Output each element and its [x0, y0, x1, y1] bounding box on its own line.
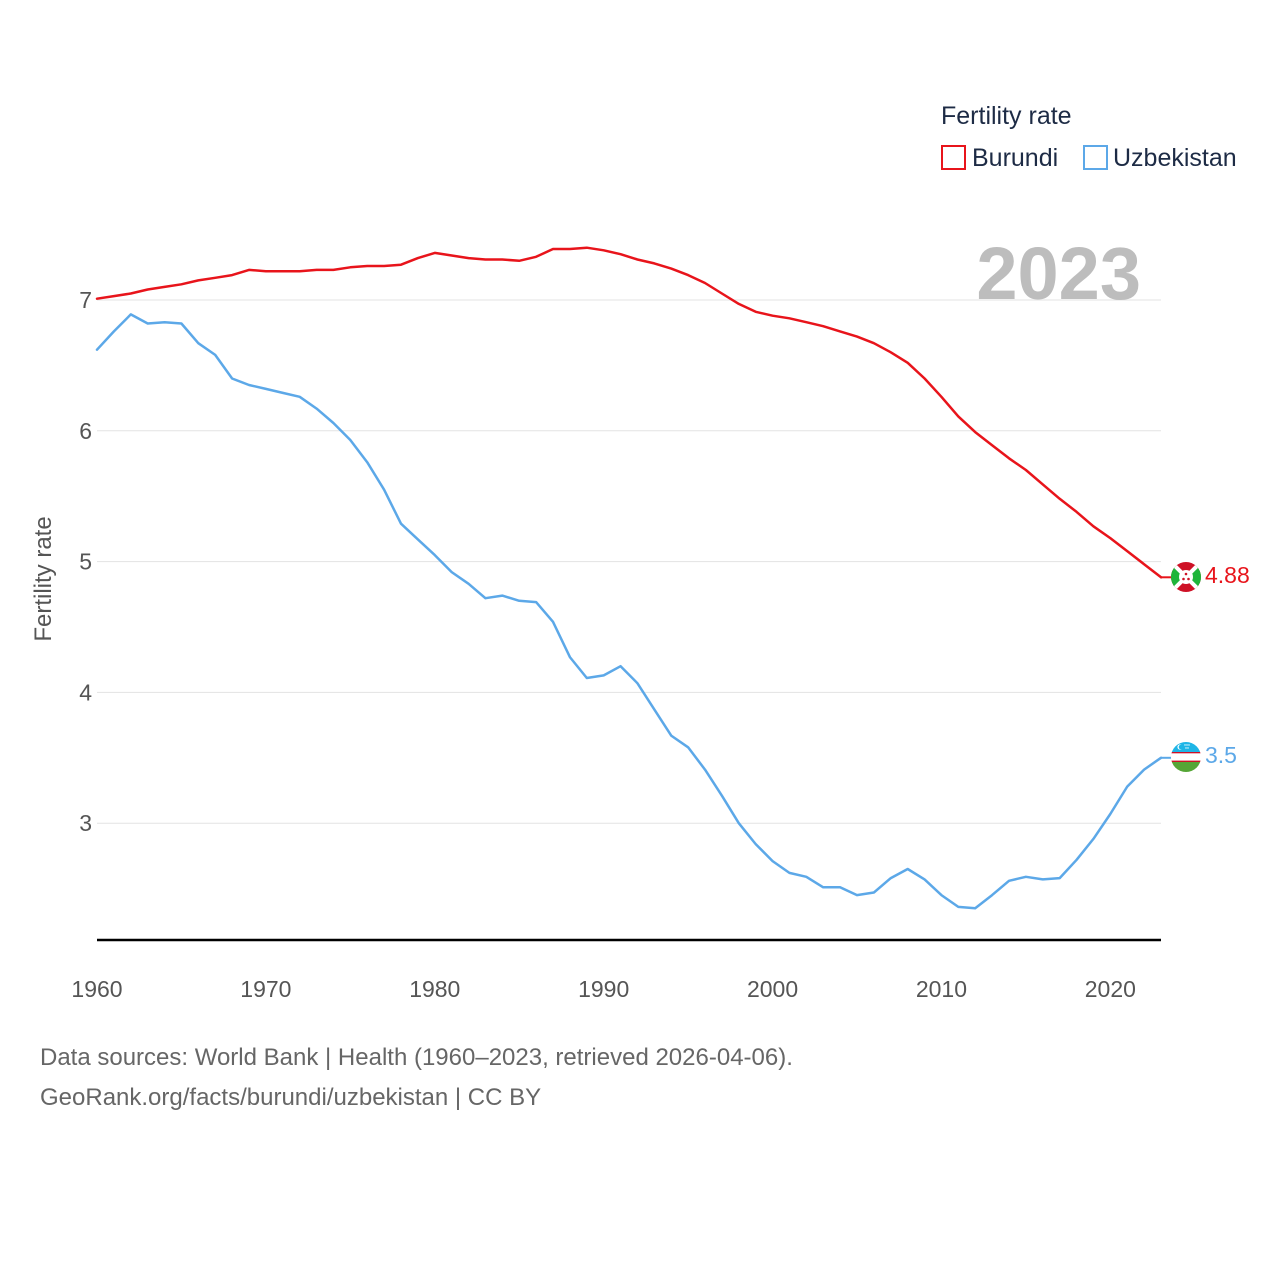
series-line-uzbekistan[interactable]: [95, 313, 1163, 910]
current-year-label: 2023: [976, 232, 1141, 315]
y-tick-label-4: 4: [79, 679, 92, 705]
y-tick-label-6: 6: [79, 418, 92, 444]
x-axis-ticks: 1960 1970 1980 1990 2000 2010 2020: [71, 976, 1136, 1002]
footer-sources: Data sources: World Bank | Health (1960–…: [40, 1044, 793, 1071]
end-value-label-uzbekistan: 3.5: [1205, 742, 1237, 768]
x-tick-label-1970: 1970: [240, 976, 291, 1002]
y-tick-label-7: 7: [79, 287, 92, 313]
legend-label-uzbekistan[interactable]: Uzbekistan: [1113, 144, 1237, 172]
y-axis-ticks: 3 4 5 6 7: [79, 287, 92, 836]
x-tick-label-1960: 1960: [71, 976, 122, 1002]
x-tick-label-1990: 1990: [578, 976, 629, 1002]
y-axis-title: Fertility rate: [30, 516, 57, 641]
x-tick-label-2000: 2000: [747, 976, 798, 1002]
x-tick-label-1980: 1980: [409, 976, 460, 1002]
gridlines: [97, 299, 1161, 824]
y-tick-label-5: 5: [79, 549, 92, 575]
series-line-burundi[interactable]: [95, 246, 1163, 579]
x-tick-label-2010: 2010: [916, 976, 967, 1002]
legend-label-burundi[interactable]: Burundi: [972, 144, 1058, 172]
legend-swatch-uzbekistan[interactable]: [1083, 145, 1108, 170]
y-tick-label-3: 3: [79, 810, 92, 836]
legend-title: Fertility rate: [941, 102, 1072, 130]
x-tick-label-2020: 2020: [1085, 976, 1136, 1002]
legend-swatch-burundi[interactable]: [941, 145, 966, 170]
footer-credit[interactable]: GeoRank.org/facts/burundi/uzbekistan | C…: [40, 1084, 542, 1111]
burundi-flag-icon: [1171, 562, 1201, 592]
legend: Fertility rate Burundi Uzbekistan: [941, 102, 1237, 172]
uzbekistan-flag-icon: [1171, 742, 1201, 772]
series-lines: [95, 246, 1171, 910]
end-value-label-burundi: 4.88: [1205, 562, 1250, 588]
